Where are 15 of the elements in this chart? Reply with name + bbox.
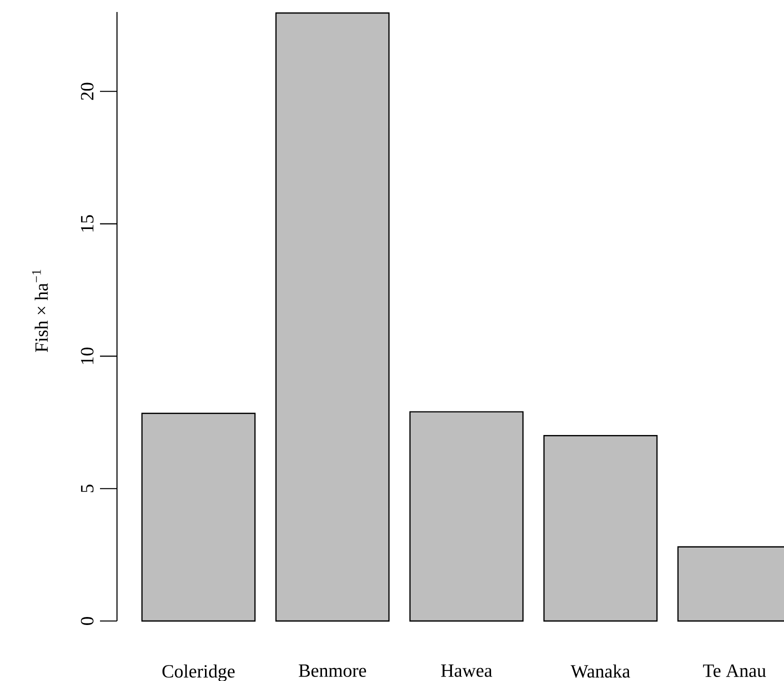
y-axis-title: Fish × ha$^{−1}$: [32, 270, 48, 352]
x-tick-label: Hawea: [441, 664, 492, 677]
x-tick-label: Wanaka: [570, 664, 630, 678]
x-tick-label: Coleridge: [162, 664, 235, 681]
y-tick-label: 0: [80, 617, 94, 625]
x-tick-label: Benmore: [298, 664, 366, 677]
bar: [142, 413, 255, 621]
x-tick-label: Te Anau: [703, 664, 766, 678]
y-tick-label: 15: [80, 215, 94, 232]
bar: [410, 412, 523, 621]
bar: [544, 436, 657, 621]
y-tick-label: 10: [80, 348, 94, 364]
y-tick-label: 20: [80, 82, 94, 100]
bar: [276, 13, 389, 621]
y-tick-label: 5: [81, 484, 94, 492]
